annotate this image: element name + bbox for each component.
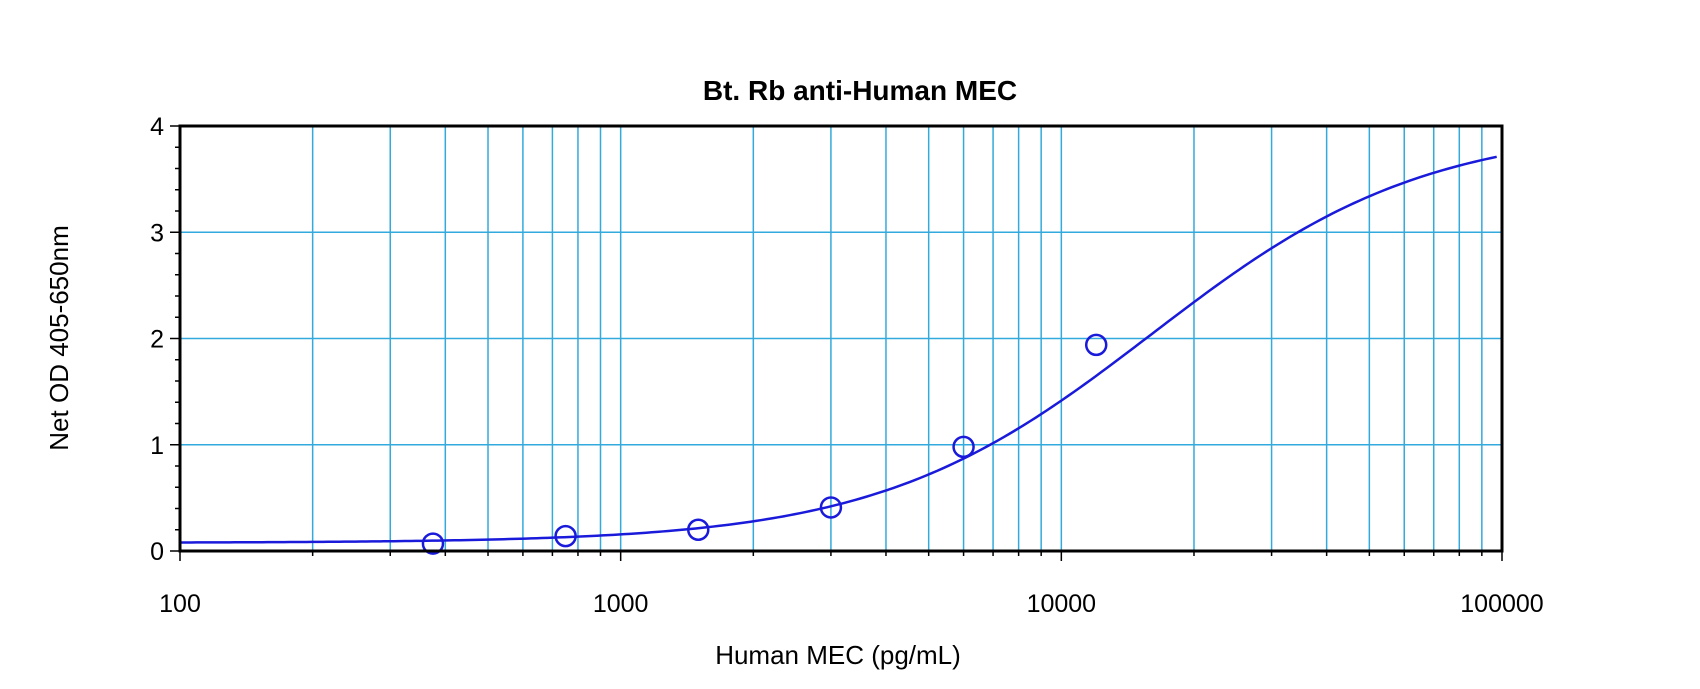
data-point <box>819 496 843 519</box>
data-point <box>554 524 577 548</box>
data-point <box>1084 333 1108 357</box>
data-point <box>687 518 710 541</box>
data-points <box>421 333 1108 555</box>
x-tick-label: 100 <box>159 590 201 618</box>
y-tick-label: 2 <box>150 326 164 354</box>
fit-curve <box>179 155 1497 544</box>
y-axis-label: Net OD 405-650nm <box>44 225 74 450</box>
axis-ticks <box>170 125 1503 561</box>
fit-curve-layer <box>179 155 1497 544</box>
data-point <box>421 532 445 555</box>
x-tick-labels: 100 1000 10000 100000 <box>159 590 1544 618</box>
y-tick-labels: 0 1 2 3 4 <box>150 113 164 566</box>
y-tick-label: 3 <box>150 219 164 247</box>
x-axis-label: Human MEC (pg/mL) <box>715 640 961 670</box>
grid <box>180 126 1502 551</box>
y-tick-label: 4 <box>150 113 164 141</box>
chart-title: Bt. Rb anti-Human MEC <box>703 75 1017 106</box>
x-tick-label: 10000 <box>1027 590 1097 618</box>
data-point <box>952 435 975 459</box>
y-tick-label: 0 <box>150 538 164 566</box>
x-tick-label: 1000 <box>593 590 649 618</box>
y-tick-label: 1 <box>150 432 164 460</box>
x-tick-label: 100000 <box>1460 590 1543 618</box>
